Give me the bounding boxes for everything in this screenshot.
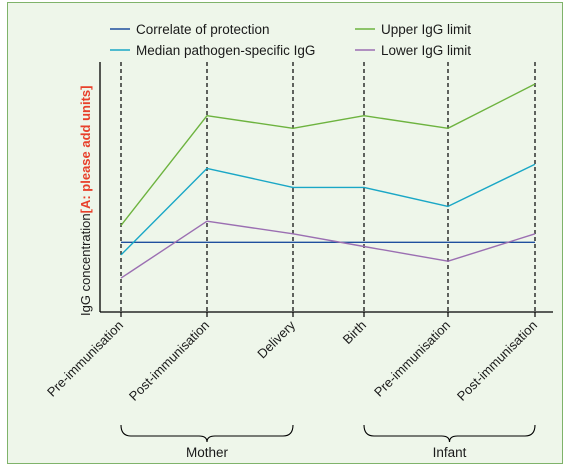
x-tick-label-3: Delivery [254,317,298,361]
y-axis-label: IgG concentration[A: please add units] [78,86,93,316]
legend: Correlate of protection Median pathogen-… [110,22,471,58]
group-label-mother: Mother [186,445,229,460]
y-axis-title: IgG concentration [78,213,93,316]
x-tick-label-2: Post-immunisation [126,318,212,404]
group-brace-infant [363,424,536,443]
legend-label-correlate: Correlate of protection [136,22,270,37]
category-groups: Mother Infant [120,424,536,460]
x-tick-label-1: Pre-immunisation [44,318,126,400]
x-tick-label-6: Post-immunisation [454,318,540,404]
x-tick-label-5: Pre-immunisation [371,318,453,400]
x-tick-labels: Pre-immunisation Post-immunisation Deliver… [44,312,540,404]
group-label-infant: Infant [433,445,467,460]
series-line-upper-igg-limit [120,83,536,226]
series-line-lower-igg-limit [120,220,536,279]
y-axis-units-note: [A: please add units] [78,86,93,214]
legend-label-upper: Upper IgG limit [381,22,471,37]
legend-label-median: Median pathogen-specific IgG [136,43,315,58]
series-lines [120,83,536,279]
series-line-median-pathogen-specific-igg [120,163,536,256]
x-tick-label-4: Birth [340,318,370,348]
group-brace-mother [120,424,294,443]
legend-label-lower: Lower IgG limit [381,43,471,58]
